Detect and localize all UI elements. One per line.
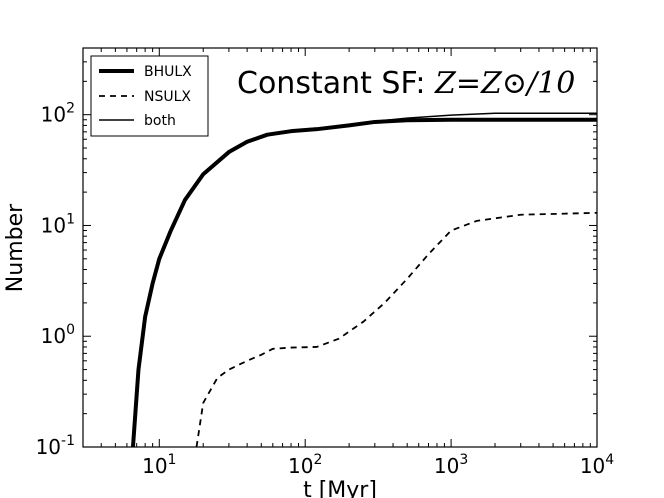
x-tick-label: 102 [288, 452, 322, 478]
x-tick-label-exp: 1 [168, 452, 177, 468]
x-tick-label: 103 [434, 452, 468, 478]
y-tick-label: 102 [41, 101, 75, 127]
x-tick-label-exp: 2 [313, 452, 322, 468]
chart-title: Constant SF: Z=Z⊙/10 [237, 66, 575, 101]
x-tick-label-base: 10 [434, 454, 459, 478]
legend: BHULX NSULX both [90, 55, 209, 137]
x-tick-label-base: 10 [142, 454, 167, 478]
legend-label-bhulx: BHULX [144, 64, 192, 80]
y-tick-label-exp: 1 [66, 211, 75, 227]
legend-label-both: both [144, 113, 176, 129]
chart-title-prefix: Constant SF: [237, 66, 435, 101]
axis-ticks [83, 48, 598, 448]
x-tick-label: 101 [142, 452, 176, 478]
x-tick-label: 104 [580, 452, 614, 478]
series-line-bhulx [130, 117, 597, 448]
y-tick-label: 100 [41, 322, 75, 348]
y-tick-label-exp: -1 [61, 433, 75, 449]
legend-label-nsulx: NSULX [144, 89, 191, 105]
y-tick-label: 101 [41, 211, 75, 237]
y-tick-label-exp: 0 [66, 322, 75, 338]
y-tick-label: 10-1 [36, 433, 75, 459]
x-tick-label-base: 10 [580, 454, 605, 478]
chart-title-math: Z=Z⊙/10 [434, 66, 575, 101]
y-tick-label-base: 10 [41, 103, 66, 127]
x-axis-label: t [Myr] [303, 478, 377, 498]
series-line-nsulx [195, 211, 598, 448]
series-layer [130, 112, 598, 448]
x-tick-label-exp: 3 [459, 452, 468, 468]
y-axis-label: Number [3, 203, 28, 292]
x-tick-label-base: 10 [288, 454, 313, 478]
y-tick-label-base: 10 [41, 324, 66, 348]
x-tick-label-exp: 4 [605, 452, 614, 468]
y-tick-label-base: 10 [41, 213, 66, 237]
y-tick-label-exp: 2 [66, 101, 75, 117]
plot-frame [82, 47, 598, 448]
y-tick-label-base: 10 [36, 435, 61, 459]
